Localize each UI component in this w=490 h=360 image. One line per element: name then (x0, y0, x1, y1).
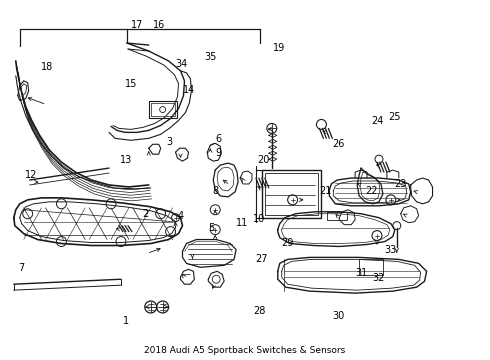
Text: 26: 26 (333, 139, 345, 149)
Text: 6: 6 (215, 134, 221, 144)
Text: 3: 3 (167, 138, 172, 148)
Text: 13: 13 (120, 156, 132, 165)
Text: 24: 24 (371, 116, 384, 126)
Text: 7: 7 (18, 262, 24, 273)
Bar (265, 173, 318, 215)
Text: 18: 18 (41, 63, 53, 72)
Text: 16: 16 (153, 19, 165, 30)
Bar (149, 100, 176, 118)
Text: 9: 9 (215, 148, 221, 158)
Text: 17: 17 (131, 19, 143, 30)
Bar (327, 212, 347, 220)
Text: 34: 34 (176, 59, 188, 69)
Text: 8: 8 (213, 186, 219, 196)
Bar (151, 103, 174, 117)
Text: 28: 28 (253, 306, 266, 316)
Text: 19: 19 (273, 43, 285, 53)
Text: 23: 23 (394, 179, 407, 189)
Text: 2018 Audi A5 Sportback Switches & Sensors: 2018 Audi A5 Sportback Switches & Sensor… (145, 346, 345, 355)
Text: 25: 25 (389, 112, 401, 122)
Bar (262, 170, 321, 218)
Text: 35: 35 (205, 52, 217, 62)
Text: 1: 1 (123, 316, 129, 326)
Text: 12: 12 (25, 170, 37, 180)
Text: 33: 33 (385, 245, 397, 255)
Text: 20: 20 (257, 156, 270, 165)
Text: 10: 10 (252, 214, 265, 224)
Text: 31: 31 (356, 268, 368, 278)
Text: 22: 22 (365, 186, 378, 196)
Text: 2: 2 (142, 209, 148, 219)
Text: 27: 27 (255, 253, 268, 264)
Text: 11: 11 (236, 218, 248, 228)
Text: 14: 14 (183, 85, 195, 95)
Text: 4: 4 (178, 211, 184, 221)
Text: 29: 29 (282, 238, 294, 248)
Text: 5: 5 (208, 223, 214, 233)
Bar (359, 260, 383, 275)
Text: 30: 30 (332, 311, 344, 321)
Text: 15: 15 (124, 78, 137, 89)
Text: 21: 21 (319, 186, 331, 196)
Text: 32: 32 (372, 273, 385, 283)
